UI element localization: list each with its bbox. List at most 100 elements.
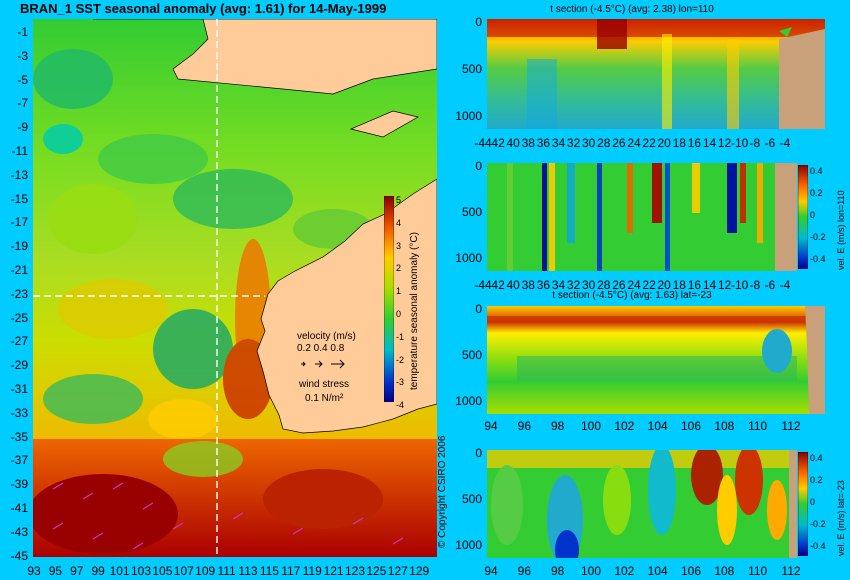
panel2-colorbar-label: vel. E (m/s) lon=110 [836, 190, 846, 270]
map-y-tick: -9 [17, 120, 28, 135]
map-colorbar-tick: -2 [396, 354, 405, 365]
section-x-tick: 24 [627, 136, 641, 150]
map-y-tick: -19 [10, 239, 28, 254]
map-y-tick: -31 [10, 382, 28, 396]
map-x-tick: 95 [48, 564, 63, 578]
section-colorbar-tick: 0.2 [810, 475, 823, 485]
section-x-tick: 36 [536, 136, 551, 150]
section-x-tick: 104 [647, 419, 668, 433]
map-colorbar-tick: 5 [396, 195, 402, 205]
section-x-tick: 38 [521, 278, 535, 292]
southern-green-patch [163, 441, 243, 477]
section-colorbar-tick: 0 [810, 210, 816, 220]
section-x-tick: 30 [582, 136, 596, 150]
section-y-tick: 500 [461, 205, 482, 219]
map-colorbar-label: temperature seasonal anomaly (°C) [409, 232, 420, 390]
map-title: BRAN_1 SST seasonal anomaly (avg: 1.61) … [20, 1, 387, 16]
section-colorbar-tick: -0.2 [810, 232, 826, 242]
section-x-tick: 40 [506, 278, 520, 292]
section-x-tick: 108 [714, 564, 735, 578]
map-colorbar-tick: -3 [396, 377, 405, 388]
section-x-tick: 34 [551, 278, 566, 292]
section-x-tick: 102 [614, 419, 635, 433]
section-x-tick: 100 [580, 419, 602, 433]
section-x-tick: 98 [550, 419, 565, 433]
velocity-legend-scale: 0.2 0.4 0.8 [297, 343, 345, 354]
section-x-tick: 42 [491, 278, 505, 292]
section-x-tick: 14 [702, 136, 717, 150]
map-colorbar-tick: -1 [396, 331, 405, 342]
map-y-tick: -37 [10, 453, 28, 468]
section-colorbar-tick: 0.2 [810, 188, 823, 198]
section-x-tick: 38 [521, 136, 535, 150]
section-x-tick: 16 [687, 136, 702, 150]
section-x-tick: -44 [474, 136, 492, 150]
map-colorbar-tick: 4 [396, 217, 402, 228]
map-x-tick: 109 [195, 564, 216, 578]
section-x-tick: 104 [647, 564, 668, 578]
section-x-tick: 18 [672, 136, 686, 150]
section-x-tick: 12 [717, 136, 732, 150]
wind-legend-scale: 0.1 N/m² [305, 393, 344, 404]
section-colorbar-tick: -0.4 [810, 541, 826, 551]
map-x-tick: 103 [130, 564, 152, 578]
section-x-tick: 110 [748, 564, 768, 578]
panel3-title: t section (-4.5°C) (avg: 1.63) lat=-23 [552, 290, 712, 301]
section-x-tick: 106 [680, 419, 702, 433]
map-x-tick: 99 [91, 564, 105, 578]
section-x-tick: 26 [612, 136, 626, 150]
section-colorbar-tick: 0.4 [810, 166, 823, 176]
map-y-tick: -7 [17, 96, 28, 111]
section-x-tick: -4 [779, 278, 791, 292]
map-x-tick: 123 [344, 564, 366, 578]
section-x-tick: 94 [484, 419, 498, 433]
land-indonesia [93, 19, 437, 95]
map-colorbar-tick: 2 [396, 263, 402, 274]
section-colorbar-tick: 0 [810, 497, 816, 507]
map-y-tick: -23 [10, 286, 28, 301]
section-x-tick: 24 [627, 278, 641, 292]
southern-hot-core [33, 474, 178, 554]
section-x-tick: 96 [517, 564, 531, 578]
section-y-tick: 1000 [455, 108, 482, 123]
section-colorbar-tick: -0.2 [810, 519, 826, 529]
section-y-tick: 0 [475, 15, 482, 30]
map-x-tick: 115 [259, 564, 279, 578]
section-x-tick: 22 [642, 278, 656, 292]
southern-hot-core-2 [263, 469, 383, 529]
section-x-tick: 12 [717, 278, 732, 292]
section-x-tick: 22 [642, 136, 656, 150]
velocity-legend-arrows [301, 359, 345, 369]
map-x-tick: 107 [173, 564, 194, 578]
map-y-tick: -11 [11, 144, 28, 158]
map-y-tick: -15 [10, 191, 28, 206]
map-x-tick: 129 [409, 564, 430, 578]
section-x-tick: 32 [566, 136, 581, 150]
section-x-tick: 94 [484, 564, 498, 578]
map-y-tick: -35 [10, 429, 28, 444]
section-y-tick: 0 [475, 159, 482, 173]
section-x-tick: 20 [657, 136, 671, 150]
map-y-tick: -5 [17, 72, 28, 87]
section-y-tick: 500 [461, 492, 482, 506]
map-y-tick: -43 [10, 524, 28, 539]
section-x-tick: 112 [781, 419, 801, 433]
section-x-tick: 32 [566, 278, 581, 292]
map-x-tick: 119 [302, 564, 322, 578]
map-y-tick: -29 [10, 358, 28, 373]
panel2-colorbar [798, 165, 808, 269]
section-x-tick: -44 [474, 278, 492, 292]
section-x-tick: 42 [491, 136, 505, 150]
section-x-tick: -6 [764, 136, 776, 150]
section-x-tick: 20 [657, 278, 671, 292]
map-x-tick: 111 [217, 564, 236, 578]
map-x-tick: 125 [366, 564, 387, 578]
section-y-tick: 1000 [455, 394, 482, 408]
section-x-tick: 98 [550, 564, 565, 578]
section-x-tick: 36 [536, 278, 551, 292]
panel1-title: t section (-4.5°C) (avg: 2.38) lon=110 [550, 4, 714, 15]
panel4-velocity-section [487, 450, 797, 558]
section-x-tick: 26 [612, 278, 626, 292]
section-x-tick: 112 [781, 564, 801, 578]
land-timor [349, 110, 419, 138]
